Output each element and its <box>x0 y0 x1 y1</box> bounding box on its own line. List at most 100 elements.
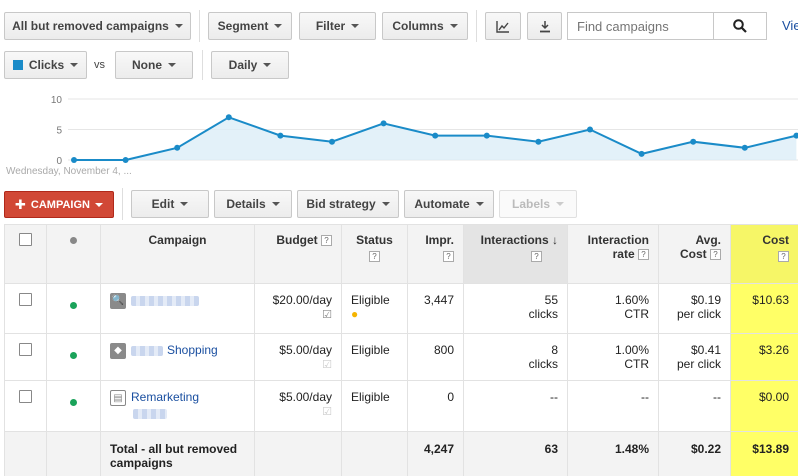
details-label: Details <box>226 197 266 211</box>
data-point <box>483 132 490 139</box>
x-start-label: Wednesday, November 4, ... <box>6 166 132 177</box>
total-label-1: Total - all but removed <box>110 442 238 456</box>
budget-cell: $5.00/day ☑ <box>254 333 342 381</box>
cost-cell: $10.63 <box>730 283 798 334</box>
download-button[interactable] <box>527 12 562 40</box>
row-checkbox[interactable] <box>19 390 32 403</box>
budget-value: $5.00/day <box>279 390 332 404</box>
table-row[interactable]: ◆ Shopping $5.00/day ☑ Eligible 800 8 click… <box>4 333 798 381</box>
interactions-header-label: Interactions <box>480 233 549 247</box>
campaign-cell: 🔍 <box>100 283 255 334</box>
edit-budget-icon[interactable]: ☑ <box>322 359 332 371</box>
search-button[interactable] <box>713 12 767 40</box>
impressions-value: 0 <box>447 390 454 404</box>
help-icon[interactable]: ? <box>778 251 789 263</box>
help-icon[interactable]: ? <box>531 251 542 263</box>
avg-cost-header[interactable]: Avg. Cost ? <box>658 224 731 284</box>
avg-cost-header-label-2: Cost <box>679 247 707 261</box>
labels-button[interactable]: Labels <box>499 190 577 218</box>
enabled-status-icon[interactable] <box>70 352 77 359</box>
view-link[interactable]: Vie <box>782 18 798 33</box>
edit-button[interactable]: Edit <box>131 190 209 218</box>
impressions-header[interactable]: Impr.? <box>407 224 464 284</box>
redacted-campaign-name[interactable] <box>131 346 163 356</box>
help-icon[interactable]: ? <box>321 235 332 247</box>
campaign-cell: ◆ Shopping <box>100 333 255 381</box>
help-icon[interactable]: ? <box>638 249 649 261</box>
row-select-cell <box>4 380 47 432</box>
metric1-dropdown[interactable]: Clicks <box>4 51 87 79</box>
data-point <box>535 138 542 145</box>
campaign-cell: ▤ Remarketing <box>100 380 255 432</box>
edit-budget-icon[interactable]: ☑ <box>322 309 332 321</box>
campaign-filter-dropdown[interactable]: All but removed campaigns <box>4 12 191 40</box>
total-empty-cell <box>254 431 342 476</box>
budget-cell: $20.00/day ☑ <box>254 283 342 334</box>
avg-cost-unit: per click <box>676 307 721 321</box>
columns-label: Columns <box>392 19 444 33</box>
help-icon[interactable]: ? <box>710 249 721 261</box>
impressions-header-label: Impr. <box>425 233 454 247</box>
data-point <box>690 138 697 145</box>
bid-strategy-button[interactable]: Bid strategy <box>297 190 399 218</box>
vs-label: vs <box>94 59 105 71</box>
data-point <box>587 126 593 133</box>
avg-cost-cell: -- <box>658 380 731 432</box>
details-button[interactable]: Details <box>214 190 292 218</box>
redacted-campaign-subtitle <box>133 408 167 419</box>
sort-descending-icon: ↓ <box>552 233 558 247</box>
interaction-rate-header-label-1: Interaction <box>587 233 649 247</box>
campaign-name-link[interactable]: Remarketing <box>131 390 200 405</box>
lightbulb-icon[interactable]: ● <box>351 307 359 321</box>
metric2-dropdown[interactable]: None <box>115 51 193 79</box>
status-cell: Eligible <box>341 333 408 381</box>
data-point <box>225 114 232 121</box>
table-row[interactable]: 🔍 $20.00/day ☑ Eligible ● 3,447 55 clicks 1… <box>4 283 798 334</box>
total-empty-cell <box>4 431 47 476</box>
chart-toggle-button[interactable] <box>485 12 521 40</box>
interaction-rate-header[interactable]: Interaction rate ? <box>567 224 659 284</box>
chevron-down-icon <box>381 202 390 206</box>
interactions-header[interactable]: Interactions ↓? <box>463 224 568 284</box>
row-checkbox[interactable] <box>19 293 32 306</box>
add-campaign-button[interactable]: ✚ CAMPAIGN <box>4 191 114 218</box>
row-checkbox[interactable] <box>19 343 32 356</box>
status-header[interactable]: Status? <box>341 224 408 284</box>
period-dropdown[interactable]: Daily <box>211 51 289 79</box>
columns-button[interactable]: Columns <box>382 12 468 40</box>
automate-label: Automate <box>414 197 470 211</box>
avg-cost-value: $0.19 <box>690 293 721 307</box>
edit-budget-icon[interactable]: ☑ <box>322 406 332 418</box>
status-filter-icon[interactable] <box>70 237 77 244</box>
interaction-rate-cell: 1.00% CTR <box>567 333 659 381</box>
toolbar-divider <box>202 50 203 80</box>
table-row[interactable]: ▤ Remarketing $5.00/day ☑ Eligible 0 -- --… <box>4 380 798 432</box>
campaign-header[interactable]: Campaign <box>100 224 255 284</box>
data-point <box>277 132 284 139</box>
select-all-header <box>4 224 47 284</box>
segment-button[interactable]: Segment <box>208 12 292 40</box>
total-avg-cost-value: $0.22 <box>690 442 721 456</box>
budget-header[interactable]: Budget ? <box>254 224 342 284</box>
campaign-name-link[interactable]: Shopping <box>167 343 218 358</box>
interactions-cell: 55 clicks <box>463 283 568 334</box>
enabled-status-icon[interactable] <box>70 302 77 309</box>
interactions-cell: 8 clicks <box>463 333 568 381</box>
line-chart-icon <box>496 20 509 33</box>
automate-button[interactable]: Automate <box>404 190 494 218</box>
performance-chart: 0 5 10 Wednesday, November 4, ... <box>6 95 798 177</box>
interaction-rate-cell: 1.60% CTR <box>567 283 659 334</box>
help-icon[interactable]: ? <box>369 251 380 263</box>
labels-label: Labels <box>511 197 550 211</box>
avg-cost-cell: $0.19 per click <box>658 283 731 334</box>
select-all-checkbox[interactable] <box>19 233 32 246</box>
help-icon[interactable]: ? <box>443 251 454 263</box>
filter-button[interactable]: Filter <box>299 12 376 40</box>
cost-header[interactable]: Cost? <box>730 224 798 284</box>
enabled-status-icon[interactable] <box>70 399 77 406</box>
interactions-value: -- <box>550 390 558 404</box>
search-input[interactable] <box>567 12 714 40</box>
redacted-campaign-name[interactable] <box>131 296 199 306</box>
shopping-tag-icon: ◆ <box>110 343 126 359</box>
toolbar-divider <box>122 188 123 220</box>
